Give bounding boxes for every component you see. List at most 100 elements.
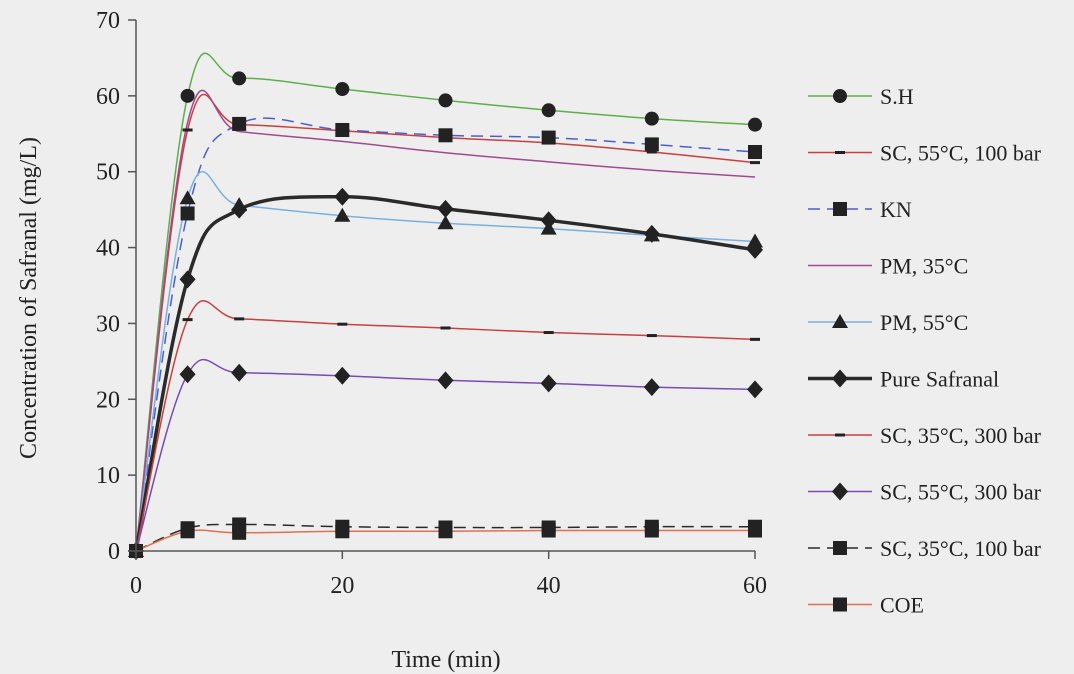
legend-label: SC, 55°C, 100 bar — [880, 141, 1042, 166]
series-7-point — [643, 378, 660, 397]
series-0-point — [180, 88, 195, 103]
series-6-point — [543, 331, 554, 335]
series-9-point — [180, 524, 195, 539]
legend-label: KN — [880, 197, 912, 222]
legend-item: S.H — [808, 84, 914, 109]
series-3-line — [135, 89, 756, 552]
series-5-point — [231, 200, 248, 219]
series-9-point — [232, 525, 247, 540]
legend-swatch-marker — [833, 202, 847, 216]
series-5-line — [134, 194, 756, 552]
axes — [135, 20, 755, 552]
series-5-point — [643, 224, 660, 243]
series-6-line — [135, 300, 756, 552]
series-2-point — [644, 137, 659, 152]
series-5-point — [747, 240, 763, 259]
series-0-point — [232, 71, 247, 86]
y-tick-label: 60 — [96, 84, 120, 110]
series-4-point — [179, 190, 196, 205]
series-2-point — [541, 130, 556, 145]
y-tick-label: 20 — [96, 387, 120, 413]
legend-item: SC, 55°C, 300 bar — [808, 480, 1042, 505]
series-0-point — [541, 103, 556, 118]
x-tick-label: 0 — [130, 573, 142, 599]
series-6-point — [182, 318, 193, 322]
legend-label: SC, 35°C, 300 bar — [880, 423, 1042, 448]
legend-item: PM, 55°C — [808, 310, 968, 335]
plot-lines — [134, 52, 756, 552]
series-7-point — [747, 380, 763, 399]
legend-item: KN — [808, 197, 912, 222]
x-ticks: 0 20 40 60 — [130, 551, 767, 599]
series-2-point — [232, 116, 247, 131]
series-2-point — [438, 128, 453, 143]
series-7-point — [231, 363, 248, 382]
series-2-point — [748, 144, 762, 159]
legend-swatch-marker — [835, 433, 845, 437]
series-4-line — [135, 170, 756, 552]
series-9-point — [644, 523, 659, 538]
series-4-point — [747, 233, 763, 248]
plot-markers — [128, 71, 763, 560]
y-tick-label: 70 — [96, 8, 120, 34]
series-1-point — [646, 150, 657, 154]
series-9-point — [748, 523, 762, 538]
series-1-point — [182, 128, 193, 132]
legend-label: PM, 35°C — [880, 254, 968, 279]
legend-label: SC, 55°C, 300 bar — [880, 480, 1042, 505]
y-ticks: 0 10 20 30 40 50 60 70 — [96, 8, 136, 565]
legend-label: COE — [880, 593, 924, 618]
legend-swatch-marker — [833, 597, 847, 612]
legend-label: Pure Safranal — [880, 367, 999, 392]
series-6-point — [750, 337, 760, 341]
series-6-point — [646, 334, 657, 338]
series-5-point — [437, 199, 454, 218]
series-4-point — [437, 215, 454, 230]
legend-swatch-marker — [832, 314, 848, 328]
series-9-point — [438, 524, 453, 539]
series-0-point — [438, 93, 453, 108]
series-6-point — [337, 322, 348, 326]
legend: S.H SC, 55°C, 100 bar KN PM, 35°C PM, 55°C Pu… — [808, 84, 1042, 618]
series-2-point — [335, 122, 350, 137]
series-7-point — [437, 371, 454, 390]
y-tick-label: 10 — [96, 463, 120, 489]
series-6-point — [234, 317, 245, 321]
y-tick-label: 40 — [96, 236, 120, 262]
series-0-line — [135, 52, 756, 552]
legend-swatch-marker — [832, 369, 848, 388]
legend-label: SC, 35°C, 100 bar — [880, 536, 1042, 561]
legend-item: SC, 35°C, 300 bar — [808, 423, 1042, 448]
x-tick-label: 60 — [743, 573, 767, 599]
legend-swatch-marker — [833, 89, 847, 103]
series-5-point — [179, 270, 196, 289]
legend-label: PM, 55°C — [880, 310, 968, 335]
series-9-point — [335, 524, 350, 539]
series-1-point — [750, 161, 760, 165]
series-1-line — [135, 93, 756, 552]
x-tick-label: 40 — [537, 573, 561, 599]
series-4-point — [334, 207, 351, 222]
y-tick-label: 0 — [108, 539, 120, 565]
series-2-line — [135, 117, 756, 552]
series-7-point — [179, 365, 196, 384]
y-tick-label: 30 — [96, 311, 120, 337]
series-0-point — [644, 111, 659, 126]
series-0-point — [748, 117, 762, 132]
series-7-point — [334, 366, 351, 385]
legend-label: S.H — [880, 84, 914, 109]
x-tick-label: 20 — [330, 573, 354, 599]
series-5-point — [334, 187, 351, 206]
legend-item: SC, 55°C, 100 bar — [808, 141, 1042, 166]
x-axis-title: Time (min) — [391, 647, 500, 673]
legend-swatch-marker — [832, 482, 848, 501]
y-tick-label: 50 — [96, 160, 120, 186]
legend-item: PM, 35°C — [808, 254, 968, 279]
series-5-point — [540, 211, 557, 230]
legend-item: Pure Safranal — [808, 367, 999, 392]
series-0-point — [335, 82, 350, 97]
series-9-point — [541, 523, 556, 538]
legend-swatch-marker — [833, 541, 847, 555]
series-2-point — [180, 206, 195, 221]
